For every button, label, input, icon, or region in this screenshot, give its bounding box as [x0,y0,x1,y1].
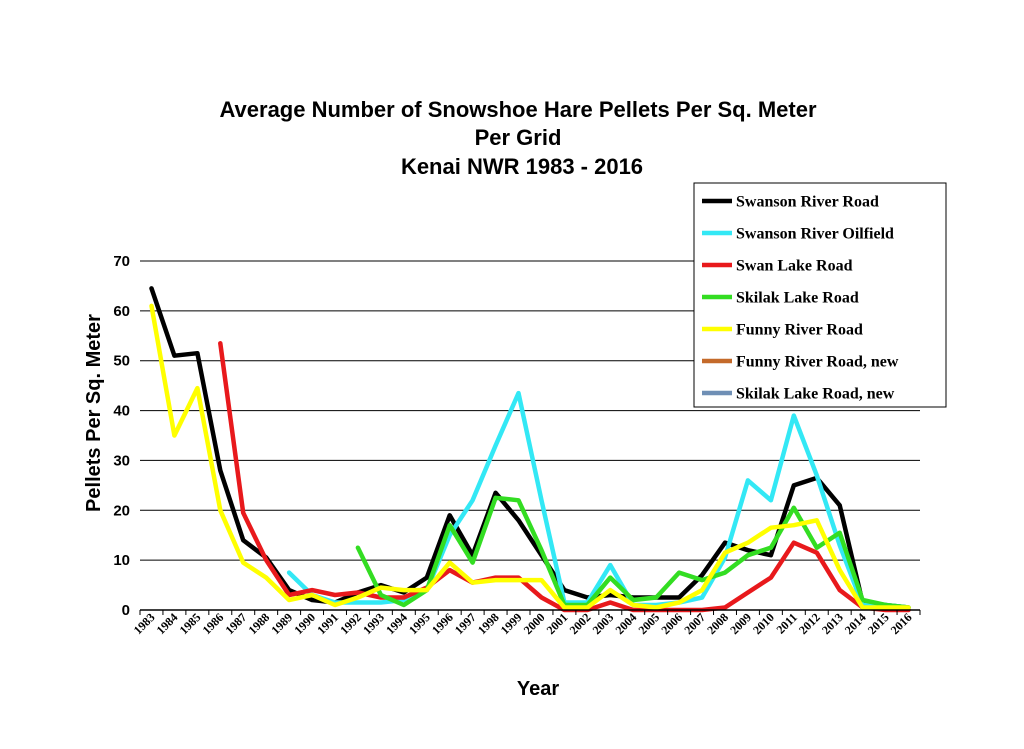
x-tick-label: 2008 [704,610,731,637]
x-tick-label: 1995 [406,610,433,637]
y-tick-label: 60 [113,303,130,320]
series-line-swanson-river-oilfield [286,390,911,610]
y-tick-label: 40 [113,403,130,420]
x-tick-label: 1996 [429,610,456,637]
x-tick-label: 1983 [131,610,158,637]
x-tick-label: 1999 [498,610,525,637]
x-tick-label: 1998 [475,610,502,637]
x-tick-label: 2007 [681,610,708,637]
chart-title-line-3: Kenai NWR 1983 - 2016 [401,154,643,179]
chart-title-line-2: Per Grid [475,125,562,150]
y-tick-label: 70 [113,253,130,270]
x-tick-label: 2011 [774,610,800,636]
legend-label-skilak-lake-road-new: Skilak Lake Road, new [736,386,895,403]
x-tick-label: 2004 [612,610,639,637]
x-tick-label: 2010 [750,610,777,637]
x-tick-label: 1985 [177,610,204,637]
x-tick-label: 1991 [314,610,341,637]
x-axis-ticks: 1983198419851986198719881989199019911992… [131,610,915,637]
y-tick-label: 30 [113,452,130,469]
x-tick-label: 1984 [154,610,181,637]
x-tick-label: 1987 [222,610,249,637]
y-tick-label: 20 [113,502,130,519]
x-tick-label: 2015 [865,610,892,637]
x-tick-label: 2009 [727,610,754,637]
legend-items: Swanson River Road Swanson River Oilfield… [702,194,899,403]
x-tick-label: 2005 [635,610,662,637]
series-line-funny-river-road [149,303,911,610]
x-axis-title: Year [517,678,559,700]
plot-lines [149,286,911,613]
x-tick-label: 2000 [521,610,548,637]
x-tick-label: 2003 [590,610,617,637]
x-tick-label: 1990 [291,610,318,637]
series-line-skilak-lake-road [355,495,911,610]
legend-label-swanson-river-road: Swanson River Road [736,194,879,211]
legend-label-swanson-river-oilfield: Swanson River Oilfield [736,226,894,243]
x-tick-label: 2006 [658,610,685,637]
legend-label-skilak-lake-road: Skilak Lake Road [736,290,859,307]
legend-box [693,182,947,408]
x-tick-label: 2001 [544,610,571,637]
y-axis-ticks: 0 10 20 30 40 50 60 70 [113,253,130,619]
chart-title-line-1: Average Number of Snowshoe Hare Pellets … [219,97,816,122]
legend: Swanson River Road Swanson River Oilfield… [693,182,947,408]
x-tick-label: 1997 [452,610,479,637]
y-tick-label: 0 [122,602,130,619]
x-tick-label: 2016 [888,610,915,637]
legend-label-funny-river-road: Funny River Road [736,322,863,339]
x-tick-label: 2013 [819,610,846,637]
x-tick-label: 1989 [268,610,295,637]
legend-label-swan-lake-road: Swan Lake Road [736,258,853,275]
y-axis-title: Pellets Per Sq. Meter [83,314,105,512]
x-tick-label: 2002 [567,610,594,637]
y-tick-label: 50 [113,353,130,370]
x-tick-label: 1994 [383,610,410,637]
y-tick-label: 10 [113,552,130,569]
x-tick-label: 2012 [796,610,823,637]
x-tick-label: 1992 [337,610,364,637]
legend-label-funny-river-road-new: Funny River Road, new [736,354,899,371]
x-tick-label: 1993 [360,610,387,637]
chart-title: Average Number of Snowshoe Hare Pellets … [219,97,816,179]
gridlines [140,260,920,561]
x-tick-label: 1986 [200,610,227,637]
x-tick-label: 1988 [245,610,272,637]
x-tick-label: 2014 [842,610,869,637]
x-axis [139,609,921,615]
